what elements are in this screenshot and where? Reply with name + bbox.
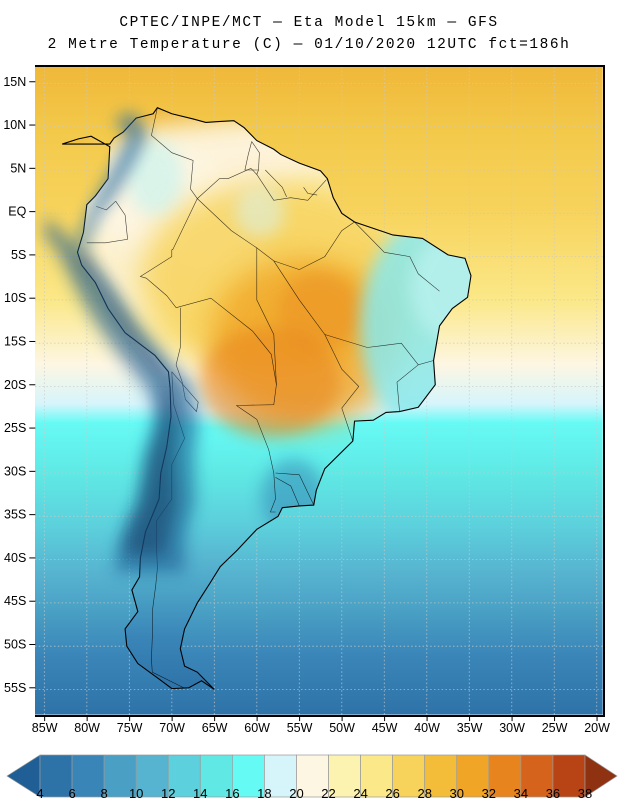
svg-text:85W: 85W <box>32 721 58 735</box>
svg-text:80W: 80W <box>74 721 100 735</box>
svg-text:10N: 10N <box>3 118 26 132</box>
svg-text:25W: 25W <box>542 721 568 735</box>
svg-text:38: 38 <box>578 786 592 800</box>
svg-text:70W: 70W <box>159 721 185 735</box>
svg-text:6: 6 <box>68 786 75 800</box>
svg-text:50S: 50S <box>4 638 26 652</box>
svg-text:45W: 45W <box>372 721 398 735</box>
svg-text:75W: 75W <box>117 721 143 735</box>
svg-text:26: 26 <box>385 786 399 800</box>
svg-text:15N: 15N <box>3 75 26 89</box>
svg-text:4: 4 <box>36 786 43 800</box>
svg-text:5N: 5N <box>10 161 26 175</box>
svg-text:5S: 5S <box>11 248 26 262</box>
svg-text:35W: 35W <box>457 721 483 735</box>
svg-text:18: 18 <box>257 786 271 800</box>
svg-text:20S: 20S <box>4 378 26 392</box>
svg-text:65W: 65W <box>202 721 228 735</box>
svg-text:EQ: EQ <box>8 205 26 219</box>
svg-text:24: 24 <box>353 786 367 800</box>
svg-text:25S: 25S <box>4 421 26 435</box>
svg-text:30W: 30W <box>499 721 525 735</box>
svg-text:10S: 10S <box>4 291 26 305</box>
svg-text:50W: 50W <box>329 721 355 735</box>
svg-text:32: 32 <box>482 786 496 800</box>
svg-text:35S: 35S <box>4 508 26 522</box>
svg-text:28: 28 <box>417 786 431 800</box>
svg-text:36: 36 <box>546 786 560 800</box>
svg-text:34: 34 <box>514 786 528 800</box>
svg-text:30S: 30S <box>4 464 26 478</box>
svg-text:45S: 45S <box>4 594 26 608</box>
svg-text:15S: 15S <box>4 334 26 348</box>
svg-text:12: 12 <box>161 786 175 800</box>
svg-text:20: 20 <box>289 786 303 800</box>
svg-text:55W: 55W <box>287 721 313 735</box>
svg-text:16: 16 <box>225 786 239 800</box>
svg-text:14: 14 <box>193 786 207 800</box>
svg-text:60W: 60W <box>244 721 270 735</box>
svg-text:8: 8 <box>101 786 108 800</box>
svg-text:55S: 55S <box>4 681 26 695</box>
svg-text:22: 22 <box>321 786 335 800</box>
svg-text:30: 30 <box>450 786 464 800</box>
svg-text:40S: 40S <box>4 551 26 565</box>
svg-text:40W: 40W <box>414 721 440 735</box>
svg-text:10: 10 <box>129 786 143 800</box>
svg-text:20W: 20W <box>584 721 610 735</box>
